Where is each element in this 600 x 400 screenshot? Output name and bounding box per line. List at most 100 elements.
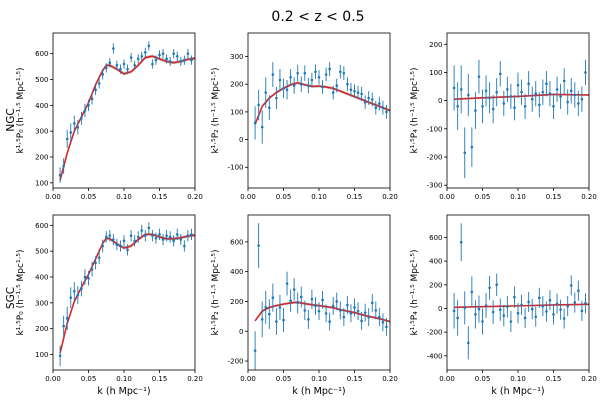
data-point <box>299 295 303 299</box>
data-point <box>534 92 538 95</box>
data-point <box>374 309 378 312</box>
data-point <box>513 106 516 109</box>
data-point <box>370 98 374 101</box>
x-tick-label: 0.20 <box>187 193 203 201</box>
x-tick-label: 0.10 <box>311 375 327 383</box>
data-point <box>80 116 83 120</box>
data-point <box>94 88 97 92</box>
data-point <box>573 301 577 304</box>
data-point <box>275 96 278 100</box>
data-point <box>104 66 108 70</box>
x-axis-label: k (h Mpc⁻¹) <box>491 386 544 397</box>
x-tick-label: 0.15 <box>152 193 168 201</box>
data-point <box>69 131 73 134</box>
data-point <box>87 276 90 280</box>
data-point <box>136 235 140 239</box>
panel-ngc-p0: 0.00 0.05 0.10 0.15 0.20 100 200 300 400 500 600 k¹… <box>16 32 203 201</box>
panel-ngc-p2: 0.00 0.05 0.10 0.15 0.20 -100 0 100 200 300 k¹·⁵P₂… <box>211 32 398 201</box>
data-point <box>115 63 119 67</box>
data-point <box>147 226 151 230</box>
data-point <box>498 72 502 76</box>
data-point <box>335 84 339 87</box>
data-point <box>378 315 381 319</box>
data-point <box>317 309 321 313</box>
data-point <box>108 234 112 237</box>
y-tick-label: 0 <box>438 97 442 105</box>
y-tick-label: 300 <box>35 128 48 136</box>
data-point <box>363 311 367 314</box>
data-point <box>346 303 349 307</box>
y-tick-label: 600 <box>230 238 243 246</box>
x-tick-label: 0.05 <box>475 193 491 201</box>
data-point <box>385 325 388 329</box>
data-point <box>513 295 516 299</box>
data-point <box>310 78 314 82</box>
data-point <box>151 62 154 66</box>
data-point <box>541 90 545 94</box>
data-point <box>367 96 371 100</box>
panels-grid: 0.00 0.05 0.10 0.15 0.20 100 200 300 400 500 600 k¹… <box>16 32 597 397</box>
y-tick-label: 0 <box>438 305 442 313</box>
data-point <box>126 67 129 71</box>
y-tick-label: -100 <box>228 164 244 172</box>
data-point <box>108 61 112 65</box>
data-point <box>317 75 321 79</box>
y-tick-label: -200 <box>427 329 443 337</box>
x-tick-label: 0.00 <box>439 375 455 383</box>
data-point <box>335 300 339 303</box>
data-point <box>165 234 168 237</box>
data-point <box>463 306 467 310</box>
data-point <box>328 67 331 71</box>
data-point <box>502 102 506 105</box>
y-tick-label: 400 <box>230 268 243 276</box>
x-tick-label: 0.05 <box>276 375 292 383</box>
x-tick-label: 0.05 <box>276 193 292 201</box>
data-point <box>324 73 328 76</box>
y-tick-label: 500 <box>35 248 48 256</box>
data-point <box>488 96 491 100</box>
data-point <box>136 57 140 61</box>
data-point <box>523 104 527 108</box>
data-point <box>548 298 552 302</box>
data-point <box>161 238 165 241</box>
data-point <box>481 320 484 323</box>
data-point <box>119 67 122 71</box>
data-point <box>559 308 562 311</box>
data-point <box>307 84 310 87</box>
x-tick-label: 0.00 <box>240 375 256 383</box>
y-tick-label: 200 <box>429 41 442 49</box>
data-point <box>133 63 136 67</box>
y-tick-label: -400 <box>427 352 443 360</box>
data-point <box>168 235 172 239</box>
data-point <box>90 97 94 101</box>
y-tick-label: -200 <box>427 154 443 162</box>
data-point <box>147 44 151 48</box>
data-point <box>452 86 456 90</box>
data-point <box>303 309 307 312</box>
data-point <box>491 310 495 314</box>
data-point <box>566 304 569 308</box>
data-point <box>285 282 289 285</box>
data-point <box>76 293 80 297</box>
data-point <box>292 84 296 87</box>
y-tick-label: 600 <box>35 50 48 58</box>
data-point <box>90 267 94 271</box>
x-tick-label: 0.00 <box>240 193 256 201</box>
y-axis-label: k¹·⁵P₄ (h⁻¹·⁵ Mpc¹·⁵) <box>410 249 420 335</box>
data-point <box>183 244 186 248</box>
data-point <box>275 320 278 323</box>
data-point <box>154 58 158 62</box>
y-tick-label: 200 <box>429 281 442 289</box>
data-point <box>527 82 530 86</box>
data-point <box>257 244 260 247</box>
data-point <box>65 317 69 320</box>
data-point <box>523 316 527 320</box>
data-point <box>69 296 73 299</box>
data-point <box>112 47 115 50</box>
x-tick-label: 0.00 <box>45 375 61 383</box>
data-point <box>151 234 154 237</box>
panel-ngc-p4: 0.00 0.05 0.10 0.15 0.20 -300 -200 -100 0 100 200 k… <box>410 32 597 201</box>
data-point <box>339 70 342 74</box>
data-point <box>584 71 587 74</box>
